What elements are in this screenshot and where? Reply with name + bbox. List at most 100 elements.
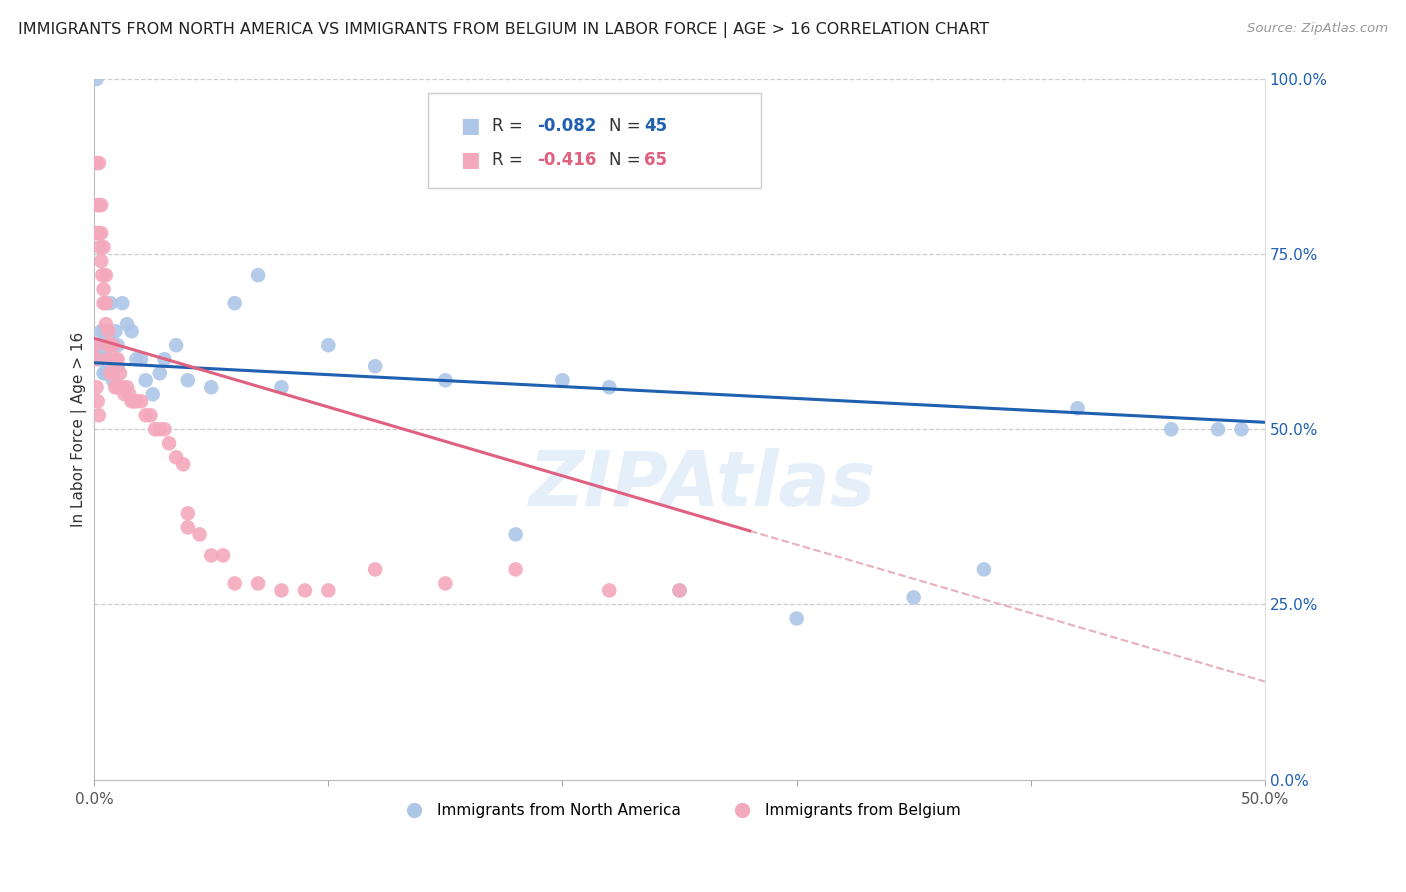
Point	[1206, 422, 1229, 436]
Point	[1230, 422, 1253, 436]
Point	[598, 583, 620, 598]
Point	[129, 352, 152, 367]
Point	[318, 338, 340, 352]
Point	[107, 380, 129, 394]
Point	[121, 394, 143, 409]
Point	[100, 338, 122, 352]
Point	[247, 268, 270, 282]
Point	[107, 338, 129, 352]
FancyBboxPatch shape	[427, 93, 762, 187]
Point	[270, 583, 292, 598]
Point	[177, 520, 200, 534]
Point	[153, 352, 176, 367]
Point	[87, 198, 110, 212]
Point	[101, 373, 124, 387]
Point	[86, 72, 108, 87]
Point	[177, 373, 200, 387]
Point	[93, 282, 115, 296]
Text: N =: N =	[609, 151, 647, 169]
Point	[90, 226, 112, 240]
Point	[172, 458, 194, 472]
Legend: Immigrants from North America, Immigrants from Belgium: Immigrants from North America, Immigrant…	[392, 797, 966, 824]
Point	[94, 317, 117, 331]
Point	[1066, 401, 1088, 416]
Point	[135, 373, 157, 387]
Point	[97, 324, 120, 338]
Point	[115, 380, 138, 394]
Point	[139, 409, 162, 423]
Point	[135, 409, 157, 423]
Point	[318, 583, 340, 598]
Point	[973, 562, 995, 576]
Point	[434, 576, 457, 591]
Point	[177, 507, 200, 521]
Point	[114, 387, 136, 401]
Point	[1160, 422, 1182, 436]
Point	[118, 387, 141, 401]
Point	[87, 338, 110, 352]
Text: R =: R =	[492, 117, 529, 135]
Point	[598, 380, 620, 394]
Point	[93, 324, 115, 338]
Point	[668, 583, 690, 598]
Point	[86, 352, 108, 367]
Point	[143, 422, 166, 436]
Point	[93, 240, 115, 254]
Point	[86, 380, 108, 394]
Point	[87, 226, 110, 240]
Point	[125, 352, 148, 367]
Point	[270, 380, 292, 394]
Text: N =: N =	[609, 117, 647, 135]
Text: -0.416: -0.416	[537, 151, 596, 169]
Text: ■: ■	[461, 116, 481, 136]
Point	[212, 549, 235, 563]
Point	[87, 156, 110, 170]
Point	[551, 373, 574, 387]
Text: -0.082: -0.082	[537, 117, 596, 135]
Point	[107, 359, 129, 374]
Point	[505, 527, 527, 541]
Point	[97, 352, 120, 367]
Point	[87, 352, 110, 367]
Point	[93, 296, 115, 310]
Point	[153, 422, 176, 436]
Point	[94, 345, 117, 359]
Point	[364, 562, 387, 576]
Point	[97, 331, 120, 345]
Point	[91, 268, 114, 282]
Point	[149, 366, 172, 380]
Point	[122, 394, 145, 409]
Point	[86, 156, 108, 170]
Point	[157, 436, 180, 450]
Point	[505, 562, 527, 576]
Point	[104, 352, 127, 367]
Text: Source: ZipAtlas.com: Source: ZipAtlas.com	[1247, 22, 1388, 36]
Text: ■: ■	[461, 150, 481, 169]
Point	[104, 380, 127, 394]
Point	[121, 324, 143, 338]
Point	[97, 352, 120, 367]
Text: 65: 65	[644, 151, 668, 169]
Point	[111, 296, 134, 310]
Point	[89, 240, 111, 254]
Point	[786, 611, 808, 625]
Point	[129, 394, 152, 409]
Point	[115, 317, 138, 331]
Point	[668, 583, 690, 598]
Point	[93, 366, 115, 380]
Point	[100, 366, 122, 380]
Point	[90, 324, 112, 338]
Point	[90, 198, 112, 212]
Point	[188, 527, 211, 541]
Text: IMMIGRANTS FROM NORTH AMERICA VS IMMIGRANTS FROM BELGIUM IN LABOR FORCE | AGE > : IMMIGRANTS FROM NORTH AMERICA VS IMMIGRA…	[18, 22, 990, 38]
Point	[224, 576, 246, 591]
Point	[94, 366, 117, 380]
Point	[101, 366, 124, 380]
Point	[149, 422, 172, 436]
Point	[84, 338, 107, 352]
Point	[87, 409, 110, 423]
Point	[165, 450, 187, 465]
Point	[90, 352, 112, 367]
Point	[94, 268, 117, 282]
Point	[111, 380, 134, 394]
